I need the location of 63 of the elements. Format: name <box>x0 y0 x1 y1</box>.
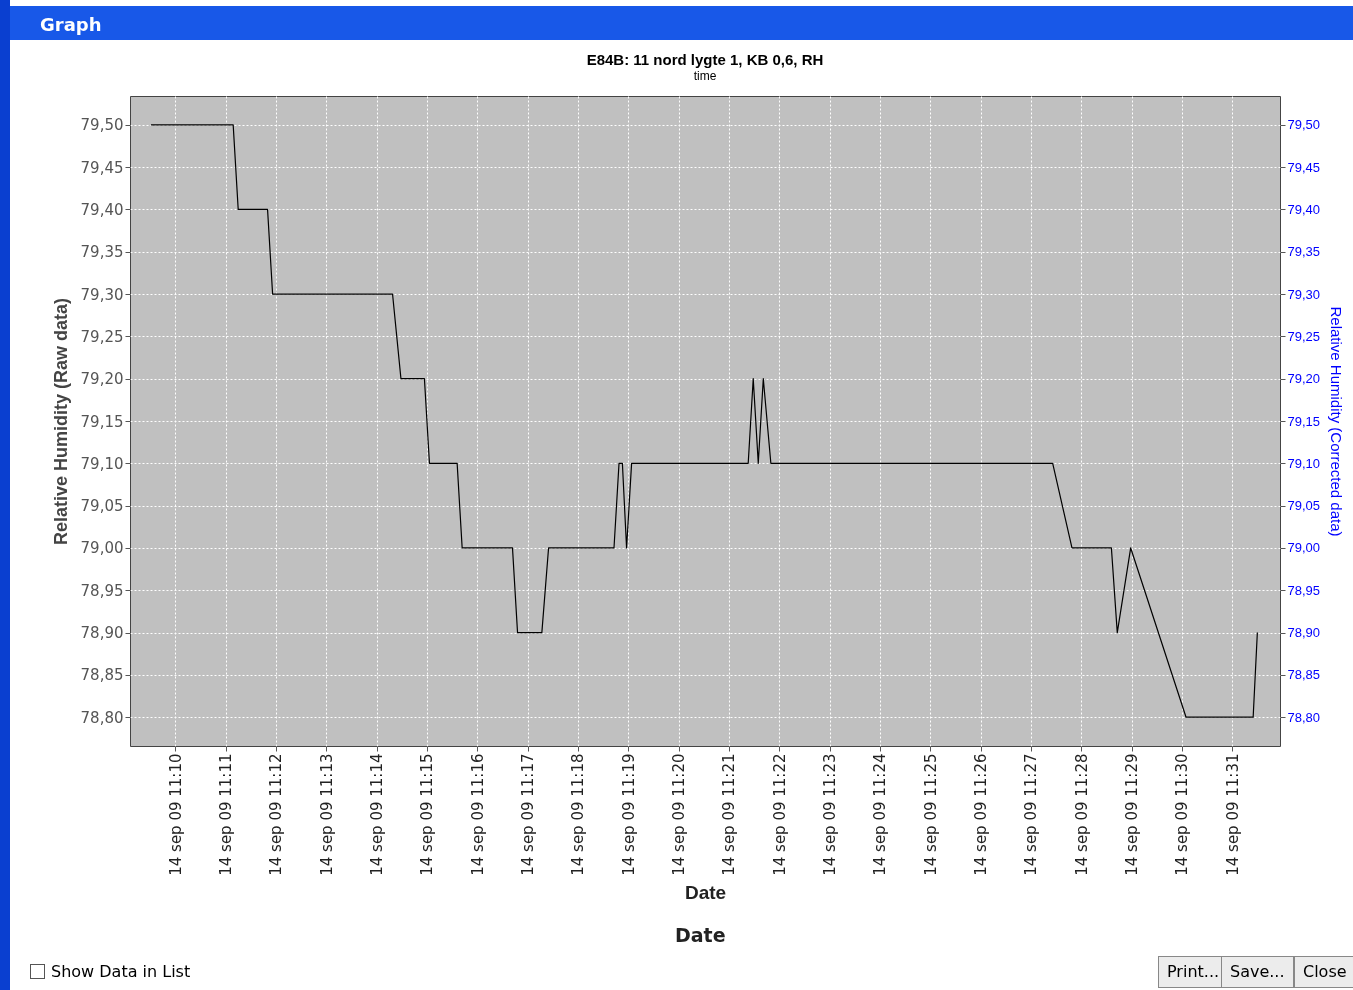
y2-tick-label: 79,20 <box>1287 371 1321 387</box>
x-tick-label: 14 sep 09 11:21 <box>720 753 739 876</box>
y2-tick-label: 79,35 <box>1287 244 1321 260</box>
x-tick-label: 14 sep 09 11:11 <box>217 753 236 876</box>
x-tick-label: 14 sep 09 11:28 <box>1072 753 1091 876</box>
x-tick-label: 14 sep 09 11:10 <box>166 753 185 876</box>
y-tick-label: 79,35 <box>80 243 124 262</box>
text: Graph <box>10 6 1353 44</box>
text: Close <box>1294 956 1353 988</box>
y-tick-label: 78,85 <box>80 666 124 685</box>
x-tick-label: 14 sep 09 11:26 <box>972 753 991 876</box>
y2-tick-label: 79,05 <box>1287 498 1321 514</box>
chart-subtitle: time <box>693 69 717 83</box>
x-tick-label: 14 sep 09 11:17 <box>519 753 538 876</box>
y2-tick-label: 79,00 <box>1287 540 1321 556</box>
y2-tick-label: 79,45 <box>1287 159 1321 175</box>
x-tick-label: 14 sep 09 11:31 <box>1223 753 1242 876</box>
y-tick-label: 79,20 <box>80 370 124 389</box>
y-tick-label: 79,10 <box>80 454 124 473</box>
x-tick-label: 14 sep 09 11:30 <box>1173 753 1192 876</box>
y-tick-label: 78,90 <box>80 624 124 643</box>
y2-axis-title: Relative Humidity (Corrected data) <box>1328 306 1346 537</box>
text: Print... <box>1158 956 1229 988</box>
y-axis-title: Relative Humidity (Raw data) <box>50 297 71 546</box>
x-tick-label: 14 sep 09 11:16 <box>468 753 487 876</box>
y-tick-label: 78,95 <box>80 581 124 600</box>
x-tick-label: 14 sep 09 11:12 <box>267 753 286 876</box>
chart-title: E84B: 11 nord lygte 1, KB 0,6, RH <box>586 51 824 68</box>
x-tick-label: 14 sep 09 11:22 <box>770 753 789 876</box>
text: Show Data in List <box>51 962 191 981</box>
y2-tick-label: 79,40 <box>1287 201 1321 217</box>
x-axis-title: Date <box>684 881 727 903</box>
y2-tick-label: 79,50 <box>1287 117 1321 133</box>
x-tick-label: 14 sep 09 11:23 <box>821 753 840 876</box>
x-tick-label: 14 sep 09 11:25 <box>921 753 940 876</box>
x-tick-label: 14 sep 09 11:20 <box>670 753 689 876</box>
y2-tick-label: 78,85 <box>1287 667 1321 683</box>
x-tick-label: 14 sep 09 11:27 <box>1022 753 1041 876</box>
text: Save... <box>1221 956 1294 988</box>
x-tick-label: 14 sep 09 11:14 <box>368 753 387 876</box>
y2-tick-label: 79,30 <box>1287 286 1321 302</box>
y2-tick-label: 78,80 <box>1287 709 1321 725</box>
y-tick-label: 79,45 <box>80 158 124 177</box>
y-tick-label: 79,40 <box>80 200 124 219</box>
y-tick-label: 79,05 <box>80 497 124 516</box>
x-tick-label: 14 sep 09 11:24 <box>871 753 890 876</box>
y2-tick-label: 78,90 <box>1287 625 1321 641</box>
x-tick-label: 14 sep 09 11:15 <box>418 753 437 876</box>
y2-tick-label: 79,25 <box>1287 328 1321 344</box>
text: Date <box>675 924 726 946</box>
y-tick-label: 79,15 <box>80 412 124 431</box>
x-tick-label: 14 sep 09 11:18 <box>569 753 588 876</box>
y2-tick-label: 78,95 <box>1287 582 1321 598</box>
x-tick-label: 14 sep 09 11:29 <box>1123 753 1142 876</box>
y-tick-label: 79,50 <box>80 116 124 135</box>
y2-tick-label: 79,15 <box>1287 413 1321 429</box>
y-tick-label: 79,25 <box>80 327 124 346</box>
y-tick-label: 79,30 <box>80 285 124 304</box>
x-tick-label: 14 sep 09 11:19 <box>619 753 638 876</box>
y-tick-label: 79,00 <box>80 539 124 558</box>
x-tick-label: 14 sep 09 11:13 <box>317 753 336 876</box>
y-tick-label: 78,80 <box>80 708 124 727</box>
y2-tick-label: 79,10 <box>1287 455 1321 471</box>
